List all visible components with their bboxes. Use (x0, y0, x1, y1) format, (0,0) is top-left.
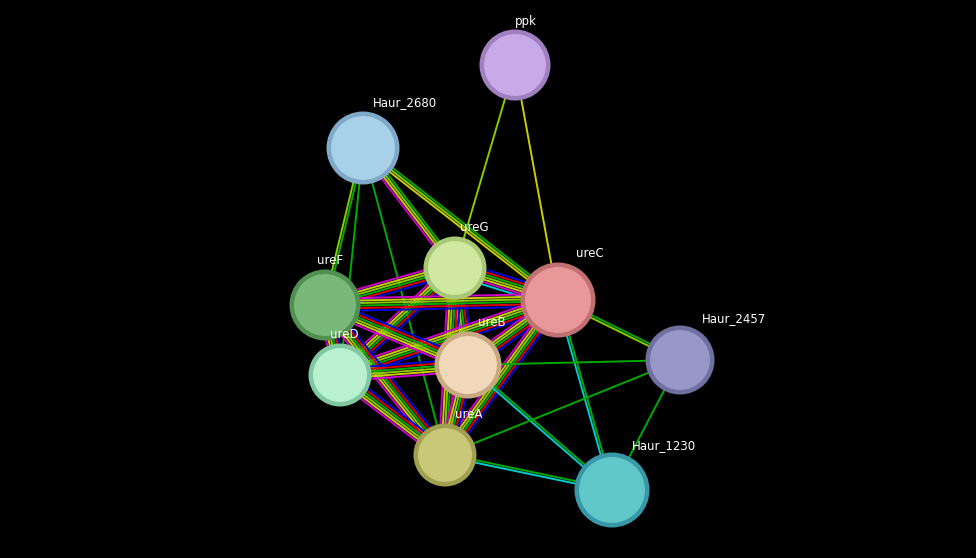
Text: Haur_1230: Haur_1230 (632, 439, 696, 452)
Circle shape (427, 240, 483, 296)
Circle shape (438, 335, 498, 395)
Circle shape (524, 266, 592, 334)
Text: Haur_2457: Haur_2457 (702, 312, 766, 325)
Text: ppk: ppk (515, 15, 537, 28)
Circle shape (575, 453, 649, 527)
Circle shape (424, 237, 486, 300)
Text: ureG: ureG (460, 221, 489, 234)
Circle shape (293, 273, 357, 337)
Circle shape (312, 347, 368, 403)
Text: ureA: ureA (455, 408, 482, 421)
Circle shape (417, 427, 473, 483)
Circle shape (578, 456, 646, 524)
Text: ureF: ureF (317, 254, 344, 267)
Circle shape (645, 325, 714, 395)
Circle shape (649, 329, 711, 391)
Circle shape (479, 30, 550, 100)
Circle shape (520, 262, 595, 338)
Circle shape (434, 331, 502, 398)
Text: ureB: ureB (478, 316, 506, 329)
Circle shape (330, 115, 396, 181)
Text: ureC: ureC (576, 247, 604, 260)
Circle shape (327, 112, 399, 185)
Circle shape (308, 344, 372, 406)
Text: ureD: ureD (330, 328, 358, 341)
Text: Haur_2680: Haur_2680 (373, 96, 437, 109)
Circle shape (290, 270, 360, 340)
Circle shape (483, 33, 547, 97)
Circle shape (414, 424, 476, 487)
